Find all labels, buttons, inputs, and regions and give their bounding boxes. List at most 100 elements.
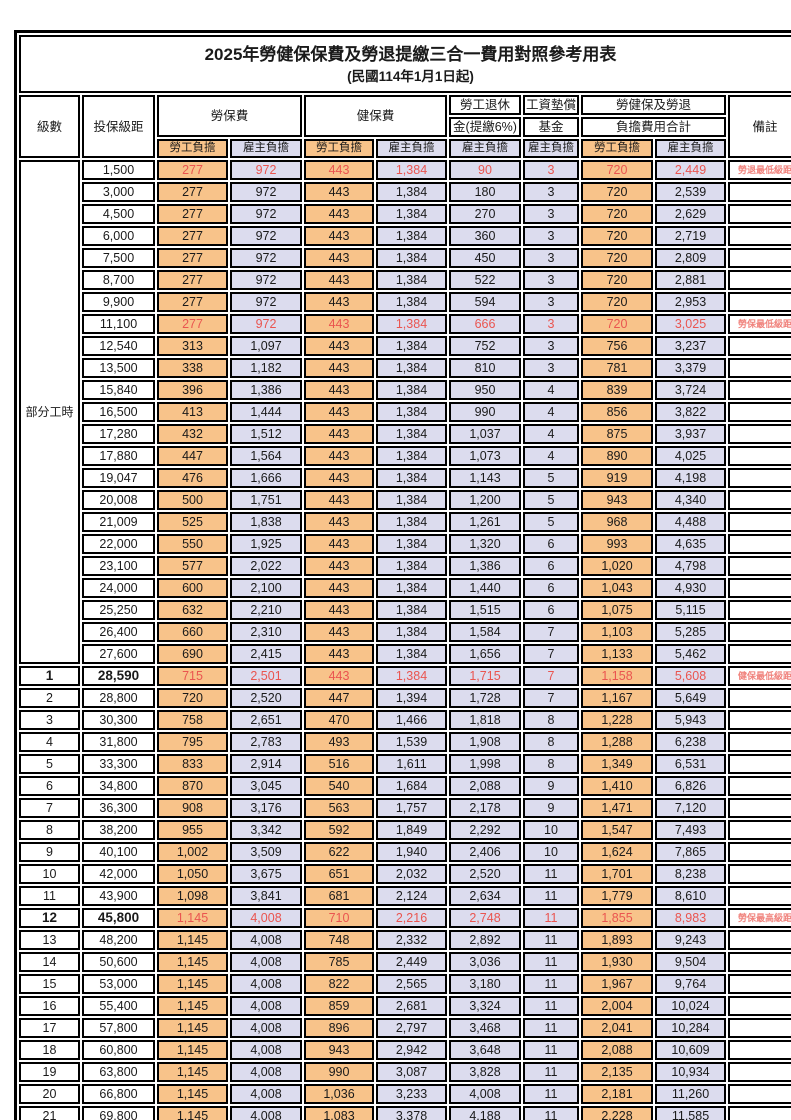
value-cell: 720 — [581, 160, 653, 180]
value-cell: 11,260 — [655, 1084, 726, 1104]
value-cell: 660 — [157, 622, 228, 642]
level-cell: 10 — [19, 864, 80, 884]
remark-cell — [728, 490, 791, 510]
value-cell: 1,167 — [581, 688, 653, 708]
col-header-pension-line2: 金(提繳6%) — [449, 117, 521, 137]
value-cell: 413 — [157, 402, 228, 422]
value-cell: 443 — [304, 622, 374, 642]
value-cell: 4,008 — [230, 996, 302, 1016]
remark-cell — [728, 864, 791, 884]
value-cell: 3,025 — [655, 314, 726, 334]
table-row: 1 28,590 715 2,501 443 1,384 1,715 7 1,158 5,608 健… — [19, 666, 791, 686]
value-cell: 1,998 — [449, 754, 521, 774]
value-cell: 4,008 — [230, 952, 302, 972]
subheader-wage-fund-employer: 雇主負擔 — [523, 139, 579, 158]
remark-cell — [728, 358, 791, 378]
value-cell: 1,043 — [581, 578, 653, 598]
remark-cell — [728, 226, 791, 246]
value-cell: 11,585 — [655, 1106, 726, 1120]
value-cell: 2,892 — [449, 930, 521, 950]
bracket-cell: 42,000 — [82, 864, 155, 884]
value-cell: 1,386 — [449, 556, 521, 576]
value-cell: 4,008 — [230, 1106, 302, 1120]
table-row: 9,900 277 972 443 1,384 594 3 720 2,953 — [19, 292, 791, 312]
value-cell: 550 — [157, 534, 228, 554]
value-cell: 277 — [157, 226, 228, 246]
value-cell: 8,610 — [655, 886, 726, 906]
level-cell: 13 — [19, 930, 80, 950]
value-cell: 1,838 — [230, 512, 302, 532]
value-cell: 1,075 — [581, 600, 653, 620]
value-cell: 11 — [523, 1062, 579, 1082]
table-row: 6 34,800 870 3,045 540 1,684 2,088 9 1,410 6,826 — [19, 776, 791, 796]
value-cell: 720 — [581, 204, 653, 224]
value-cell: 2,228 — [581, 1106, 653, 1120]
bracket-cell: 1,500 — [82, 160, 155, 180]
value-cell: 6 — [523, 534, 579, 554]
value-cell: 1,384 — [376, 292, 447, 312]
value-cell: 1,384 — [376, 534, 447, 554]
bracket-cell: 17,880 — [82, 446, 155, 466]
level-cell: 15 — [19, 974, 80, 994]
value-cell: 1,584 — [449, 622, 521, 642]
table-row: 部分工時 1,500 277 972 443 1,384 90 3 720 2,449 勞退最低級距 — [19, 160, 791, 664]
value-cell: 5 — [523, 490, 579, 510]
level-cell: 16 — [19, 996, 80, 1016]
value-cell: 781 — [581, 358, 653, 378]
value-cell: 4,488 — [655, 512, 726, 532]
page-subtitle: (民國114年1月1日起) — [347, 68, 474, 84]
value-cell: 990 — [449, 402, 521, 422]
value-cell: 443 — [304, 226, 374, 246]
value-cell: 443 — [304, 292, 374, 312]
value-cell: 3,509 — [230, 842, 302, 862]
col-header-wage-fund-line2: 基金 — [523, 117, 579, 137]
remark-cell — [728, 930, 791, 950]
remark-cell — [728, 248, 791, 268]
value-cell: 720 — [581, 226, 653, 246]
value-cell: 972 — [230, 182, 302, 202]
value-cell: 1,133 — [581, 644, 653, 664]
col-header-total-line2: 負擔費用合計 — [581, 117, 726, 137]
value-cell: 3 — [523, 336, 579, 356]
bracket-cell: 4,500 — [82, 204, 155, 224]
remark-cell — [728, 776, 791, 796]
value-cell: 1,384 — [376, 270, 447, 290]
bracket-cell: 31,800 — [82, 732, 155, 752]
value-cell: 277 — [157, 292, 228, 312]
value-cell: 1,384 — [376, 402, 447, 422]
value-cell: 9 — [523, 776, 579, 796]
value-cell: 8 — [523, 710, 579, 730]
value-cell: 1,036 — [304, 1084, 374, 1104]
value-cell: 1,893 — [581, 930, 653, 950]
table-row: 5 33,300 833 2,914 516 1,611 1,998 8 1,349 6,531 — [19, 754, 791, 774]
value-cell: 2,681 — [376, 996, 447, 1016]
value-cell: 447 — [157, 446, 228, 466]
value-cell: 2,629 — [655, 204, 726, 224]
value-cell: 563 — [304, 798, 374, 818]
table-row: 20 66,800 1,145 4,008 1,036 3,233 4,008 11 2,181… — [19, 1084, 791, 1104]
value-cell: 6,238 — [655, 732, 726, 752]
value-cell: 622 — [304, 842, 374, 862]
value-cell: 11 — [523, 864, 579, 884]
table-row: 15,840 396 1,386 443 1,384 950 4 839 3,724 — [19, 380, 791, 400]
bracket-cell: 21,009 — [82, 512, 155, 532]
table-row: 21,009 525 1,838 443 1,384 1,261 5 968 4,488 — [19, 512, 791, 532]
value-cell: 443 — [304, 270, 374, 290]
remark-cell — [728, 182, 791, 202]
value-cell: 2,100 — [230, 578, 302, 598]
col-header-level: 級數 — [19, 95, 80, 158]
value-cell: 1,143 — [449, 468, 521, 488]
value-cell: 955 — [157, 820, 228, 840]
value-cell: 4,340 — [655, 490, 726, 510]
value-cell: 5 — [523, 468, 579, 488]
level-cell: 2 — [19, 688, 80, 708]
value-cell: 2,032 — [376, 864, 447, 884]
bracket-cell: 27,600 — [82, 644, 155, 664]
col-header-wage-fund-line1: 工資墊償 — [523, 95, 579, 115]
value-cell: 11 — [523, 886, 579, 906]
level-cell: 11 — [19, 886, 80, 906]
value-cell: 10 — [523, 842, 579, 862]
value-cell: 5,649 — [655, 688, 726, 708]
bracket-cell: 55,400 — [82, 996, 155, 1016]
value-cell: 720 — [581, 270, 653, 290]
